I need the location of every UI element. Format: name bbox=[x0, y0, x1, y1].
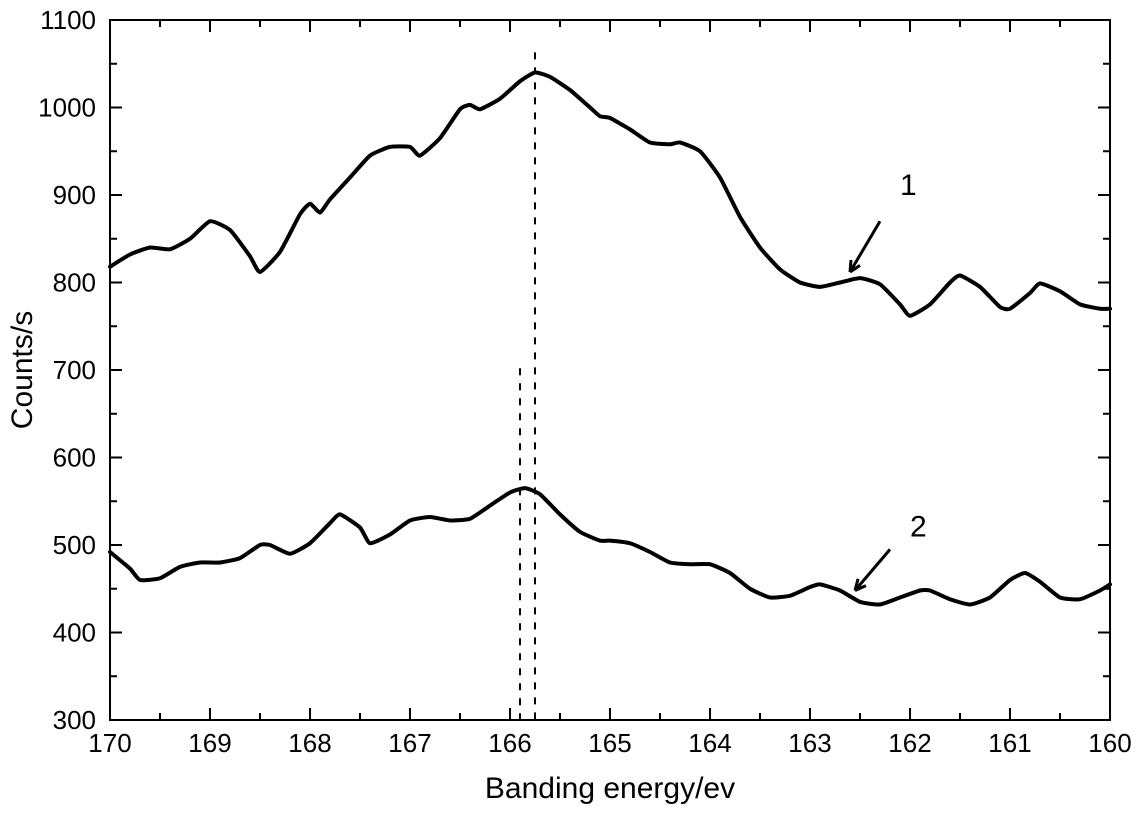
y-tick-label: 300 bbox=[53, 705, 96, 735]
x-tick-label: 167 bbox=[388, 728, 431, 758]
x-tick-label: 165 bbox=[588, 728, 631, 758]
y-tick-label: 1100 bbox=[40, 5, 96, 35]
xps-spectrum-chart: 1701691681671661651641631621611603004005… bbox=[0, 0, 1139, 827]
y-tick-label: 400 bbox=[53, 618, 96, 648]
y-tick-label: 500 bbox=[53, 530, 96, 560]
y-tick-label: 600 bbox=[53, 443, 96, 473]
annotation-arrow-2 bbox=[855, 549, 890, 590]
y-axis-title: Counts/s bbox=[6, 311, 39, 429]
y-tick-label: 900 bbox=[53, 180, 96, 210]
series-line-1 bbox=[110, 72, 1110, 315]
x-axis-title: Banding energy/ev bbox=[485, 772, 735, 805]
y-tick-label: 700 bbox=[53, 355, 96, 385]
y-tick-label: 1000 bbox=[38, 93, 96, 123]
x-tick-label: 162 bbox=[888, 728, 931, 758]
x-tick-label: 161 bbox=[988, 728, 1031, 758]
series-label-2: 2 bbox=[910, 510, 927, 543]
x-tick-label: 169 bbox=[188, 728, 231, 758]
x-tick-label: 168 bbox=[288, 728, 331, 758]
y-tick-label: 800 bbox=[53, 268, 96, 298]
x-tick-label: 164 bbox=[688, 728, 731, 758]
annotation-arrow-1 bbox=[850, 221, 880, 272]
x-tick-label: 160 bbox=[1088, 728, 1131, 758]
x-tick-label: 163 bbox=[788, 728, 831, 758]
series-line-2 bbox=[110, 488, 1110, 604]
chart-svg: 1701691681671661651641631621611603004005… bbox=[0, 0, 1139, 827]
series-label-1: 1 bbox=[900, 169, 917, 202]
x-tick-label: 166 bbox=[488, 728, 531, 758]
